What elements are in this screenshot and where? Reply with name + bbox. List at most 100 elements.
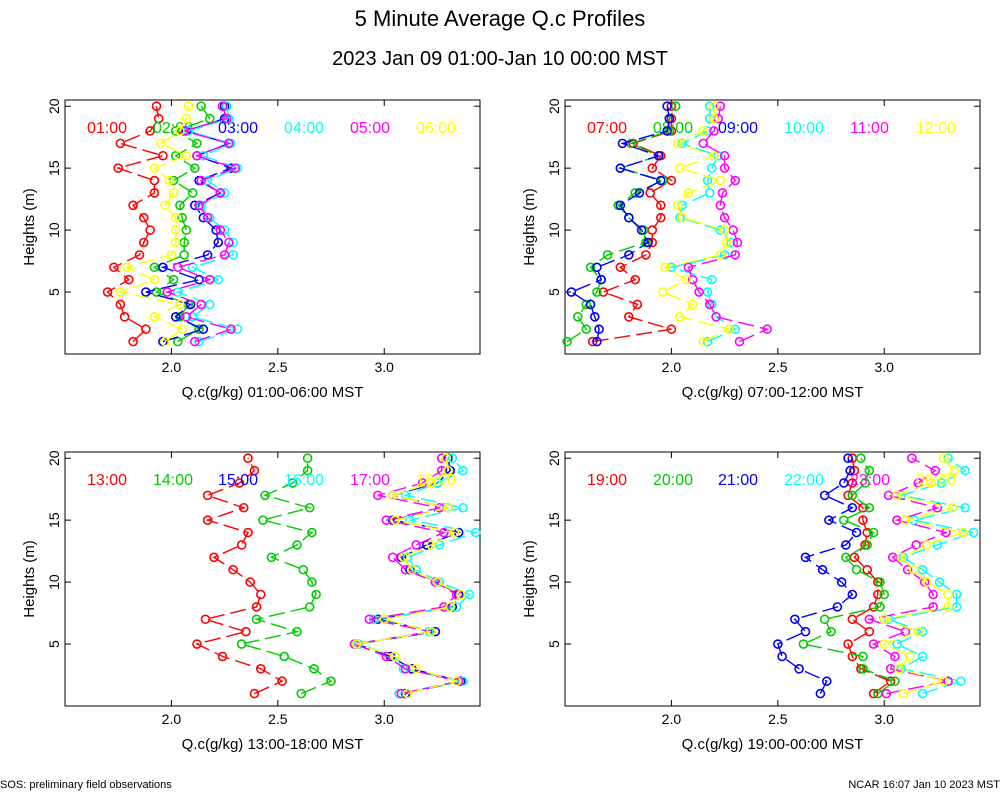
data-point xyxy=(309,664,319,674)
y-axis-label: Heights (m) xyxy=(521,540,538,618)
data-point xyxy=(177,324,187,335)
data-point xyxy=(602,250,613,260)
data-point xyxy=(251,614,262,625)
series-line xyxy=(117,106,190,343)
data-point xyxy=(228,237,238,248)
legend-entry: 04:00 xyxy=(284,120,324,137)
data-point xyxy=(351,639,362,649)
data-point xyxy=(655,200,666,211)
data-point xyxy=(632,299,643,310)
data-point xyxy=(149,188,160,198)
data-point xyxy=(864,502,875,513)
data-point xyxy=(879,589,890,600)
y-axis-label: Heights (m) xyxy=(21,540,38,618)
data-point xyxy=(141,324,151,335)
data-point xyxy=(936,478,947,488)
data-point xyxy=(715,225,726,235)
data-point xyxy=(426,540,436,550)
data-point xyxy=(898,688,909,699)
data-point xyxy=(170,212,181,223)
data-point xyxy=(875,577,885,587)
data-point xyxy=(187,188,198,198)
data-point xyxy=(594,324,604,335)
data-point xyxy=(894,664,904,674)
data-point xyxy=(581,299,592,310)
data-point xyxy=(960,502,970,513)
data-point xyxy=(730,175,741,186)
data-point xyxy=(566,287,577,297)
data-point xyxy=(858,515,868,525)
data-point xyxy=(441,453,451,463)
data-point xyxy=(175,200,185,211)
data-point xyxy=(838,478,849,488)
data-point xyxy=(683,188,694,198)
x-tick-label: 2.5 xyxy=(268,359,288,375)
plot-frame xyxy=(564,99,981,355)
data-point xyxy=(166,250,177,260)
series-line xyxy=(356,458,462,695)
data-point xyxy=(960,465,970,476)
data-point xyxy=(181,113,192,124)
data-point xyxy=(115,287,126,297)
data-point xyxy=(836,577,847,587)
data-point xyxy=(198,150,209,161)
data-point xyxy=(181,225,192,235)
legend-entry: 22:00 xyxy=(784,472,824,489)
data-point xyxy=(404,515,415,525)
data-point xyxy=(868,527,879,538)
panel-1: 2.0 2.5 3.0 5 10 15 20 Q.c(g/kg) 01:00-06:00 MS… xyxy=(21,98,481,401)
data-point xyxy=(892,490,902,501)
data-point xyxy=(917,651,928,662)
legend-entry: 09:00 xyxy=(718,120,758,137)
series-2300 xyxy=(864,453,953,699)
data-point xyxy=(121,262,132,273)
data-point xyxy=(228,564,238,575)
data-point xyxy=(113,163,124,173)
y-tick-label: 20 xyxy=(546,450,562,466)
data-point xyxy=(719,212,730,223)
data-point xyxy=(643,237,653,248)
data-point xyxy=(896,552,907,563)
data-point xyxy=(115,138,126,149)
data-point xyxy=(196,101,207,111)
data-point xyxy=(949,465,960,476)
data-point xyxy=(615,262,626,273)
y-tick-label: 15 xyxy=(546,512,562,528)
data-point xyxy=(192,639,202,649)
data-point xyxy=(390,515,400,525)
data-point xyxy=(151,287,162,297)
series-line xyxy=(566,105,677,343)
data-point xyxy=(587,336,598,347)
data-point xyxy=(636,225,647,235)
data-point xyxy=(598,287,609,297)
data-point xyxy=(400,564,411,575)
data-point xyxy=(192,138,202,149)
data-point xyxy=(860,478,870,488)
data-point xyxy=(707,163,717,173)
y-tick-label: 5 xyxy=(46,640,62,648)
data-point xyxy=(862,564,873,575)
data-point xyxy=(856,453,866,463)
data-point xyxy=(885,676,896,687)
legend-entry: 06:00 xyxy=(416,120,456,137)
data-point xyxy=(149,274,160,285)
data-point xyxy=(900,626,911,637)
legend-entry: 00:00 xyxy=(916,472,956,489)
data-point xyxy=(187,312,198,322)
data-point xyxy=(858,651,868,662)
x-tick-label: 2.0 xyxy=(162,359,182,375)
data-point xyxy=(204,299,215,310)
data-point xyxy=(255,589,266,600)
data-point xyxy=(128,200,138,211)
data-point xyxy=(715,101,726,111)
data-point xyxy=(119,312,130,322)
y-axis-label: Heights (m) xyxy=(521,188,538,266)
data-point xyxy=(709,126,719,136)
data-point xyxy=(921,577,932,587)
data-point xyxy=(153,113,164,124)
data-point xyxy=(287,478,298,488)
data-point xyxy=(277,676,287,687)
data-point xyxy=(698,138,709,149)
data-point xyxy=(426,478,436,488)
data-point xyxy=(379,614,390,625)
